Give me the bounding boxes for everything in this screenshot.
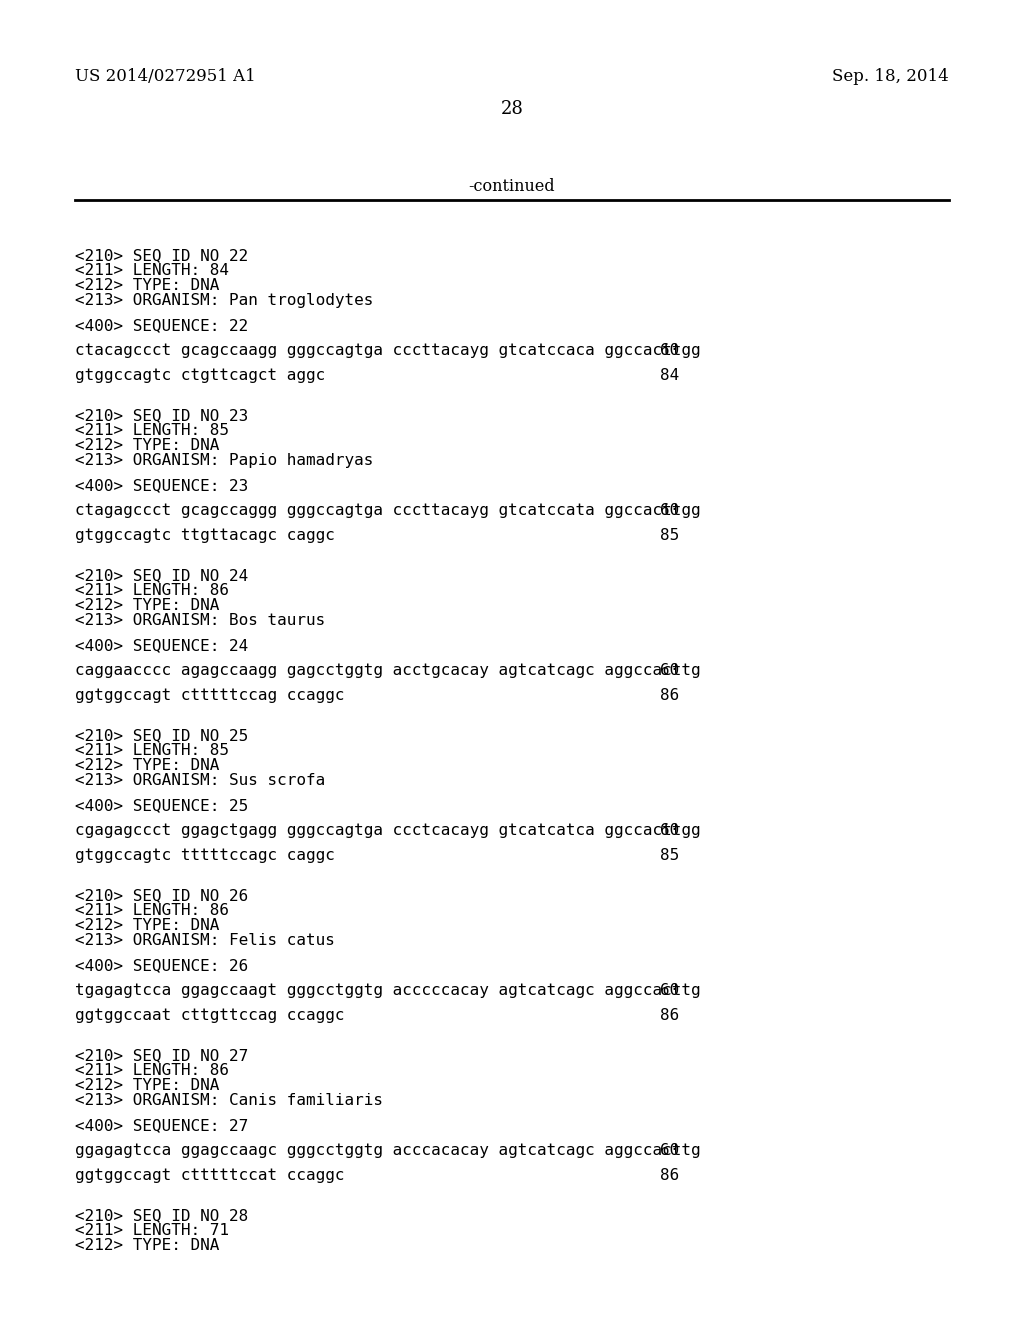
Text: <210> SEQ ID NO 24: <210> SEQ ID NO 24 [75,568,248,583]
Text: <212> TYPE: DNA: <212> TYPE: DNA [75,917,219,933]
Text: 60: 60 [660,503,679,517]
Text: <213> ORGANISM: Canis familiaris: <213> ORGANISM: Canis familiaris [75,1093,383,1107]
Text: 86: 86 [660,688,679,704]
Text: ggagagtcca ggagccaagc gggcctggtg acccacacay agtcatcagc aggccacttg: ggagagtcca ggagccaagc gggcctggtg acccaca… [75,1143,700,1158]
Text: 85: 85 [660,847,679,863]
Text: <211> LENGTH: 86: <211> LENGTH: 86 [75,1063,229,1078]
Text: caggaacccc agagccaagg gagcctggtg acctgcacay agtcatcagc aggccacttg: caggaacccc agagccaagg gagcctggtg acctgca… [75,663,700,678]
Text: 60: 60 [660,822,679,838]
Text: ctagagccct gcagccaggg gggccagtga cccttacayg gtcatccata ggccacttgg: ctagagccct gcagccaggg gggccagtga cccttac… [75,503,700,517]
Text: <213> ORGANISM: Papio hamadryas: <213> ORGANISM: Papio hamadryas [75,453,374,469]
Text: cgagagccct ggagctgagg gggccagtga ccctcacayg gtcatcatca ggccacttgg: cgagagccct ggagctgagg gggccagtga ccctcac… [75,822,700,838]
Text: <212> TYPE: DNA: <212> TYPE: DNA [75,758,219,774]
Text: gtggccagtc ttgttacagc caggc: gtggccagtc ttgttacagc caggc [75,528,335,543]
Text: <212> TYPE: DNA: <212> TYPE: DNA [75,598,219,612]
Text: US 2014/0272951 A1: US 2014/0272951 A1 [75,69,256,84]
Text: <210> SEQ ID NO 28: <210> SEQ ID NO 28 [75,1208,248,1224]
Text: 60: 60 [660,663,679,678]
Text: <400> SEQUENCE: 26: <400> SEQUENCE: 26 [75,958,248,973]
Text: Sep. 18, 2014: Sep. 18, 2014 [833,69,949,84]
Text: <400> SEQUENCE: 24: <400> SEQUENCE: 24 [75,638,248,653]
Text: <211> LENGTH: 86: <211> LENGTH: 86 [75,903,229,917]
Text: <212> TYPE: DNA: <212> TYPE: DNA [75,1238,219,1253]
Text: gtggccagtc tttttccagc caggc: gtggccagtc tttttccagc caggc [75,847,335,863]
Text: <211> LENGTH: 86: <211> LENGTH: 86 [75,583,229,598]
Text: <211> LENGTH: 85: <211> LENGTH: 85 [75,743,229,758]
Text: <212> TYPE: DNA: <212> TYPE: DNA [75,1078,219,1093]
Text: 86: 86 [660,1168,679,1183]
Text: ggtggccagt ctttttccat ccaggc: ggtggccagt ctttttccat ccaggc [75,1168,344,1183]
Text: <400> SEQUENCE: 25: <400> SEQUENCE: 25 [75,799,248,813]
Text: <400> SEQUENCE: 27: <400> SEQUENCE: 27 [75,1118,248,1133]
Text: tgagagtcca ggagccaagt gggcctggtg acccccacay agtcatcagc aggccacttg: tgagagtcca ggagccaagt gggcctggtg accccca… [75,983,700,998]
Text: 60: 60 [660,343,679,358]
Text: <210> SEQ ID NO 27: <210> SEQ ID NO 27 [75,1048,248,1063]
Text: <213> ORGANISM: Bos taurus: <213> ORGANISM: Bos taurus [75,612,326,628]
Text: 60: 60 [660,983,679,998]
Text: <210> SEQ ID NO 23: <210> SEQ ID NO 23 [75,408,248,422]
Text: 60: 60 [660,1143,679,1158]
Text: <210> SEQ ID NO 26: <210> SEQ ID NO 26 [75,888,248,903]
Text: <400> SEQUENCE: 23: <400> SEQUENCE: 23 [75,478,248,492]
Text: <213> ORGANISM: Felis catus: <213> ORGANISM: Felis catus [75,933,335,948]
Text: <211> LENGTH: 84: <211> LENGTH: 84 [75,263,229,279]
Text: 28: 28 [501,100,523,117]
Text: 86: 86 [660,1008,679,1023]
Text: gtggccagtc ctgttcagct aggc: gtggccagtc ctgttcagct aggc [75,368,326,383]
Text: <212> TYPE: DNA: <212> TYPE: DNA [75,438,219,453]
Text: <211> LENGTH: 85: <211> LENGTH: 85 [75,422,229,438]
Text: 84: 84 [660,368,679,383]
Text: 85: 85 [660,528,679,543]
Text: <213> ORGANISM: Sus scrofa: <213> ORGANISM: Sus scrofa [75,774,326,788]
Text: ggtggccagt ctttttccag ccaggc: ggtggccagt ctttttccag ccaggc [75,688,344,704]
Text: <211> LENGTH: 71: <211> LENGTH: 71 [75,1224,229,1238]
Text: <210> SEQ ID NO 25: <210> SEQ ID NO 25 [75,729,248,743]
Text: <212> TYPE: DNA: <212> TYPE: DNA [75,279,219,293]
Text: ctacagccct gcagccaagg gggccagtga cccttacayg gtcatccaca ggccacttgg: ctacagccct gcagccaagg gggccagtga cccttac… [75,343,700,358]
Text: ggtggccaat cttgttccag ccaggc: ggtggccaat cttgttccag ccaggc [75,1008,344,1023]
Text: <210> SEQ ID NO 22: <210> SEQ ID NO 22 [75,248,248,263]
Text: -continued: -continued [469,178,555,195]
Text: <400> SEQUENCE: 22: <400> SEQUENCE: 22 [75,318,248,333]
Text: <213> ORGANISM: Pan troglodytes: <213> ORGANISM: Pan troglodytes [75,293,374,308]
